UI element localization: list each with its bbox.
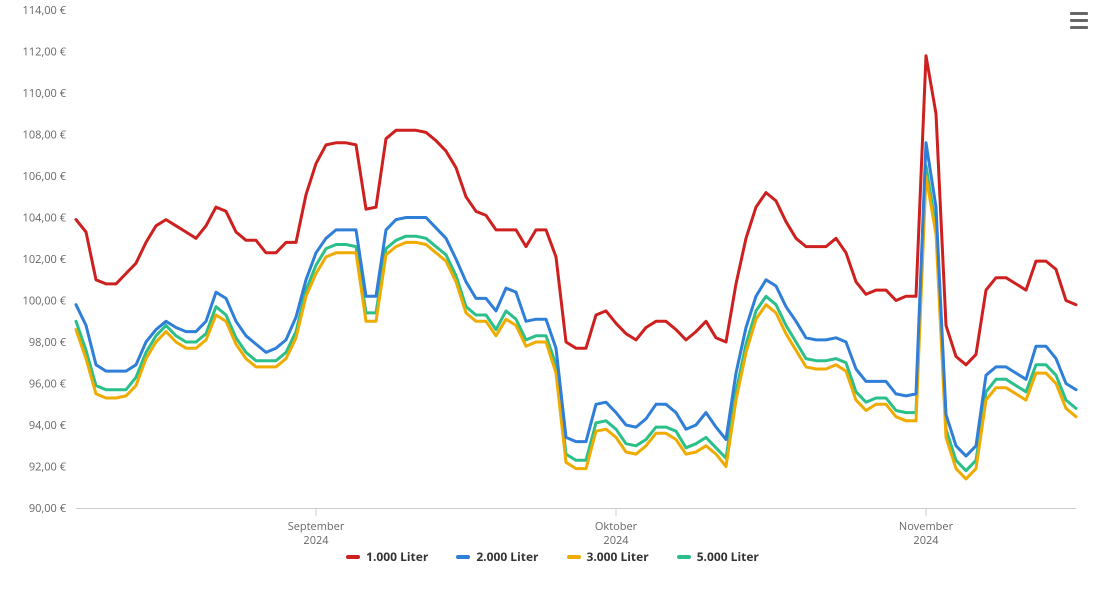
legend-label: 5.000 Liter	[697, 548, 759, 565]
y-tick-label: 110,00 €	[23, 86, 67, 101]
series-line-s3[interactable]	[76, 176, 1076, 479]
x-tick-year: 2024	[913, 533, 939, 548]
y-tick-label: 108,00 €	[23, 128, 67, 143]
legend-item-s3[interactable]: 3.000 Liter	[567, 548, 649, 565]
y-tick-label: 112,00 €	[23, 45, 67, 60]
x-tick-year: 2024	[303, 533, 329, 548]
legend-item-s1[interactable]: 1.000 Liter	[346, 548, 428, 565]
legend-item-s4[interactable]: 5.000 Liter	[677, 548, 759, 565]
legend-swatch	[346, 555, 360, 559]
y-tick-label: 102,00 €	[23, 252, 67, 267]
y-tick-label: 92,00 €	[29, 460, 67, 475]
x-tick-month: November	[899, 519, 954, 534]
y-tick-label: 96,00 €	[29, 377, 67, 392]
y-tick-label: 100,00 €	[23, 294, 67, 309]
y-tick-label: 104,00 €	[23, 211, 67, 226]
legend-swatch	[456, 555, 470, 559]
chart-context-menu-icon[interactable]	[1067, 8, 1091, 32]
legend-swatch	[677, 555, 691, 559]
x-tick-year: 2024	[603, 533, 629, 548]
chart-plot: 90,00 € 92,00 € 94,00 € 96,00 € 98,00 € 100,0…	[0, 0, 1105, 548]
y-tick-label: 94,00 €	[29, 418, 67, 433]
y-tick-label: 106,00 €	[23, 169, 67, 184]
x-tick-month: September	[288, 519, 345, 534]
chart-legend: 1.000 Liter 2.000 Liter 3.000 Liter 5.000 L…	[0, 548, 1105, 565]
legend-label: 1.000 Liter	[366, 548, 428, 565]
legend-label: 3.000 Liter	[587, 548, 649, 565]
y-tick-label: 90,00 €	[29, 501, 67, 516]
y-tick-label: 98,00 €	[29, 335, 67, 350]
legend-swatch	[567, 555, 581, 559]
x-tick-month: Oktober	[595, 519, 638, 534]
legend-item-s2[interactable]: 2.000 Liter	[456, 548, 538, 565]
price-chart: 90,00 € 92,00 € 94,00 € 96,00 € 98,00 € 100,0…	[0, 0, 1105, 602]
legend-label: 2.000 Liter	[476, 548, 538, 565]
y-tick-label: 114,00 €	[23, 3, 67, 18]
